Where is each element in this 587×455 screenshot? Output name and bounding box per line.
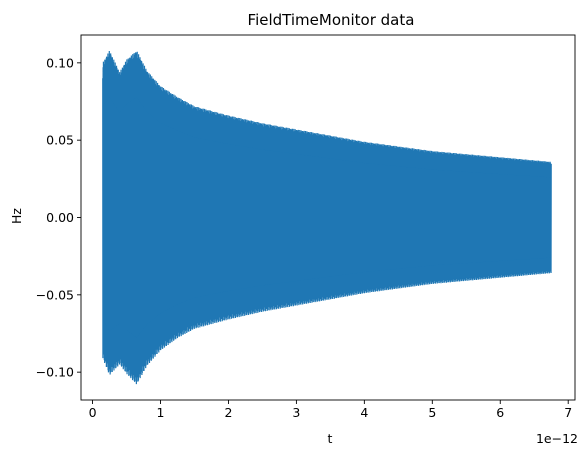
y-tick-label: 0.00 xyxy=(46,210,74,225)
x-tick-label: 0 xyxy=(89,405,97,420)
x-tick-label: 5 xyxy=(428,405,436,420)
x-axis-label: t xyxy=(328,431,333,446)
y-tick-label: 0.05 xyxy=(46,133,74,148)
x-tick-label: 4 xyxy=(360,405,368,420)
y-axis-label: Hz xyxy=(9,208,24,224)
x-tick-label: 3 xyxy=(292,405,300,420)
x-offset-label: 1e−12 xyxy=(536,431,578,446)
y-tick-label: −0.10 xyxy=(36,365,74,380)
chart-title: FieldTimeMonitor data xyxy=(248,11,415,29)
x-tick-label: 1 xyxy=(157,405,165,420)
x-tick-label: 6 xyxy=(496,405,504,420)
y-tick-label: −0.05 xyxy=(36,287,74,302)
plot-area xyxy=(102,50,552,385)
series-band-0 xyxy=(102,97,552,338)
axes: 0 1 2 3 4 5 6 7 0.10 0.05 0.00 −0.05 −0.10 xyxy=(36,34,576,420)
y-tick-label: 0.10 xyxy=(46,55,74,70)
x-tick-label: 7 xyxy=(564,405,572,420)
x-tick-label: 2 xyxy=(224,405,232,420)
